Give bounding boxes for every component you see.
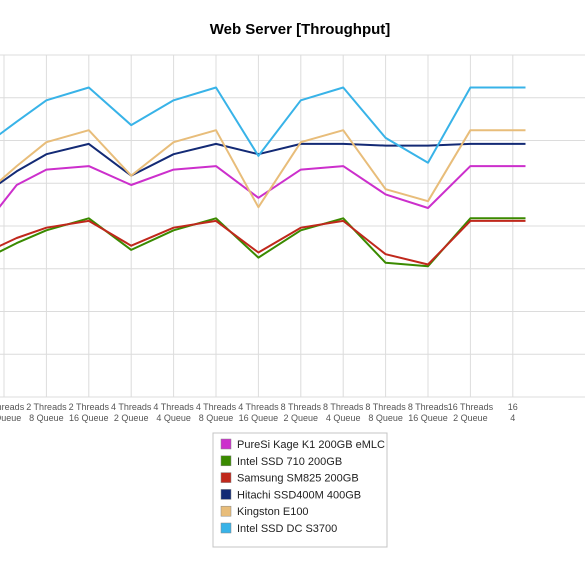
- series-line: [0, 86, 526, 164]
- legend-swatch: [220, 489, 232, 500]
- x-tick-label: 4 Queue: [156, 413, 191, 423]
- x-tick-label: 2 Threads: [26, 402, 67, 412]
- legend-swatch: [220, 455, 232, 467]
- legend-swatch: [220, 522, 232, 534]
- x-tick-label: 8 Threads: [323, 402, 364, 412]
- x-tick-label: 16 Queue: [69, 413, 109, 423]
- legend: PureSi Kage K1 200GB eMLC Intel SSD 710 2…: [212, 432, 388, 548]
- x-tick-label: 4: [510, 413, 515, 423]
- legend-entries: PureSi Kage K1 200GB eMLC Intel SSD 710 2…: [220, 438, 385, 535]
- legend-swatch: [220, 505, 232, 517]
- x-tick-label: 8 Queue: [29, 413, 64, 423]
- x-tick-label: 16 Queue: [408, 413, 448, 423]
- series-line: [0, 217, 526, 268]
- gridlines: [0, 54, 585, 398]
- x-tick-label: 2 Queue: [114, 413, 149, 423]
- x-tick-label: 16 Queue: [239, 413, 279, 423]
- legend-label: Samsung SM825 200GB: [237, 473, 359, 485]
- legend-frame: [212, 432, 388, 548]
- x-tick-label: 16: [508, 402, 518, 412]
- legend-swatch: [220, 438, 232, 450]
- x-tick-label: 4 Threads: [111, 402, 152, 412]
- x-tick-label: 1 Threads: [0, 402, 25, 412]
- series-line: [0, 219, 526, 266]
- x-tick-label: 4 Queue: [326, 413, 361, 423]
- legend-label: Hitachi SSD400M 400GB: [237, 489, 361, 501]
- x-tick-label: 4 Threads: [238, 402, 279, 412]
- legend-label: Intel SSD 710 200GB: [237, 456, 342, 468]
- x-tick-label: 2 Threads: [69, 402, 110, 412]
- chart-title: Web Server [Throughput]: [210, 21, 391, 38]
- legend-label: PureSi Kage K1 200GB eMLC: [237, 439, 385, 451]
- legend-label: Intel SSD DC S3700: [237, 523, 337, 535]
- series-lines: [0, 86, 526, 268]
- x-tick-label: 4 Threads: [153, 402, 194, 412]
- x-tick-label: 8 Queue: [199, 413, 234, 423]
- x-tick-label: 4 Queue: [0, 413, 21, 423]
- x-tick-label: 16 Threads: [448, 402, 494, 412]
- x-tick-label: 4 Threads: [196, 402, 237, 412]
- series-line: [0, 129, 526, 209]
- legend-swatch: [220, 472, 232, 483]
- legend-label: Kingston E100: [237, 506, 309, 518]
- x-tick-label: 8 Threads: [365, 402, 406, 412]
- x-tick-label: 8 Threads: [408, 402, 449, 412]
- x-tick-label: 8 Threads: [281, 402, 322, 412]
- x-tick-label: 8 Queue: [368, 413, 403, 423]
- series-line: [0, 165, 526, 209]
- x-tick-label: 2 Queue: [453, 413, 488, 423]
- x-tick-label: 2 Queue: [284, 413, 319, 423]
